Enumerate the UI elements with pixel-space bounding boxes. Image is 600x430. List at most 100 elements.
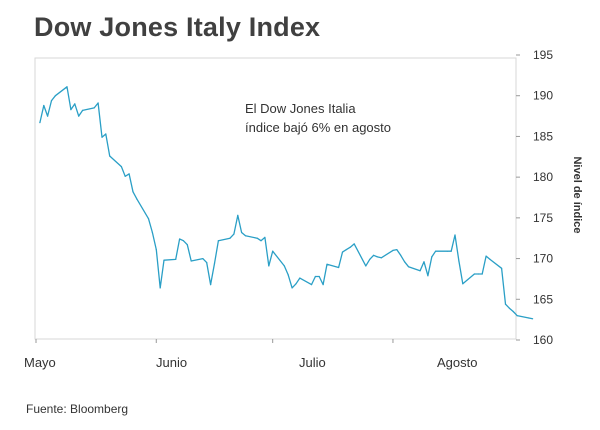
x-axis: Mayo Junio Julio Agosto [24,339,477,370]
y-tick-label: 175 [533,211,553,225]
data-point [101,136,103,138]
data-point [369,258,371,260]
data-point [136,198,138,200]
data-point [450,250,452,252]
data-point [396,249,398,251]
data-points [39,86,534,320]
data-point [431,256,433,258]
data-point [508,307,510,309]
data-point [159,287,161,289]
data-point [244,235,247,237]
data-point [109,155,111,157]
data-point [66,86,68,88]
data-point [322,284,324,286]
data-point [268,265,270,267]
y-tick-label: 190 [533,89,553,103]
data-point [70,109,72,111]
data-point [446,250,448,252]
data-point [473,273,475,275]
data-point [435,250,437,252]
data-point [504,303,507,305]
data-point [477,273,479,275]
data-point [419,270,421,272]
data-point [155,249,157,251]
data-point [291,287,293,289]
data-point [272,250,274,252]
data-point [326,263,328,265]
data-point [43,104,45,107]
data-point [93,107,95,109]
data-point [349,246,351,248]
data-point [299,277,301,279]
data-point [190,260,192,262]
y-tick-label: 185 [533,129,553,143]
data-point [295,283,297,285]
annotation-line-1: El Dow Jones Italia [245,101,356,116]
y-tick-label: 195 [533,48,553,62]
x-tick-label-mayo: Mayo [24,355,56,370]
y-tick-label: 180 [533,170,553,184]
data-point [82,109,84,111]
data-point [407,266,410,268]
data-point [241,231,243,234]
data-point [310,284,313,286]
data-point [287,274,289,276]
data-point [427,275,429,277]
y-axis: 160 165 170 175 180 185 190 195 [516,48,553,347]
data-point [128,173,130,175]
data-point [485,255,487,257]
annotation-line-2: índice bajó 6% en agosto [245,120,391,135]
data-point [376,256,378,258]
data-point [264,236,266,238]
x-tick-label-julio: Julio [299,355,326,370]
data-point [39,122,41,124]
x-tick-label-junio: Junio [156,355,187,370]
data-point [206,262,208,264]
source-note: Fuente: Bloomberg [26,402,129,416]
data-point [50,100,53,102]
data-point [489,258,491,260]
y-tick-label: 170 [533,252,553,266]
y-tick-label: 160 [533,333,553,347]
data-point [213,262,216,265]
data-point [132,191,134,193]
data-point [182,240,184,242]
y-axis-title: Nivel de índice [571,156,583,234]
data-point [229,237,231,239]
data-point [283,265,285,267]
data-point [186,244,188,246]
data-point [233,233,235,235]
data-point [501,267,503,269]
chart-title: Dow Jones Italy Index [34,12,321,42]
data-point [365,265,367,267]
data-point [124,175,126,177]
data-point [97,102,99,104]
data-point [314,275,316,278]
y-tick-label: 165 [533,292,553,306]
data-point [147,218,150,220]
data-point [373,254,375,256]
data-point [163,259,165,261]
data-point [423,261,425,263]
data-point [151,231,153,234]
data-point [120,166,122,168]
data-point [353,243,355,245]
data-point [318,275,320,278]
data-point [105,133,107,135]
data-point [175,258,177,260]
data-point [528,317,530,319]
data-point [400,254,402,256]
data-point [179,238,181,240]
data-point [345,249,347,251]
data-point [458,260,460,262]
data-point [78,115,80,117]
data-point [54,95,57,97]
data-point [512,310,514,313]
series-line [39,86,533,320]
data-point [74,103,76,105]
data-point [237,214,239,216]
x-tick-label-agosto: Agosto [437,355,477,370]
data-point [481,273,483,275]
data-point [341,251,344,253]
data-point [532,318,534,320]
